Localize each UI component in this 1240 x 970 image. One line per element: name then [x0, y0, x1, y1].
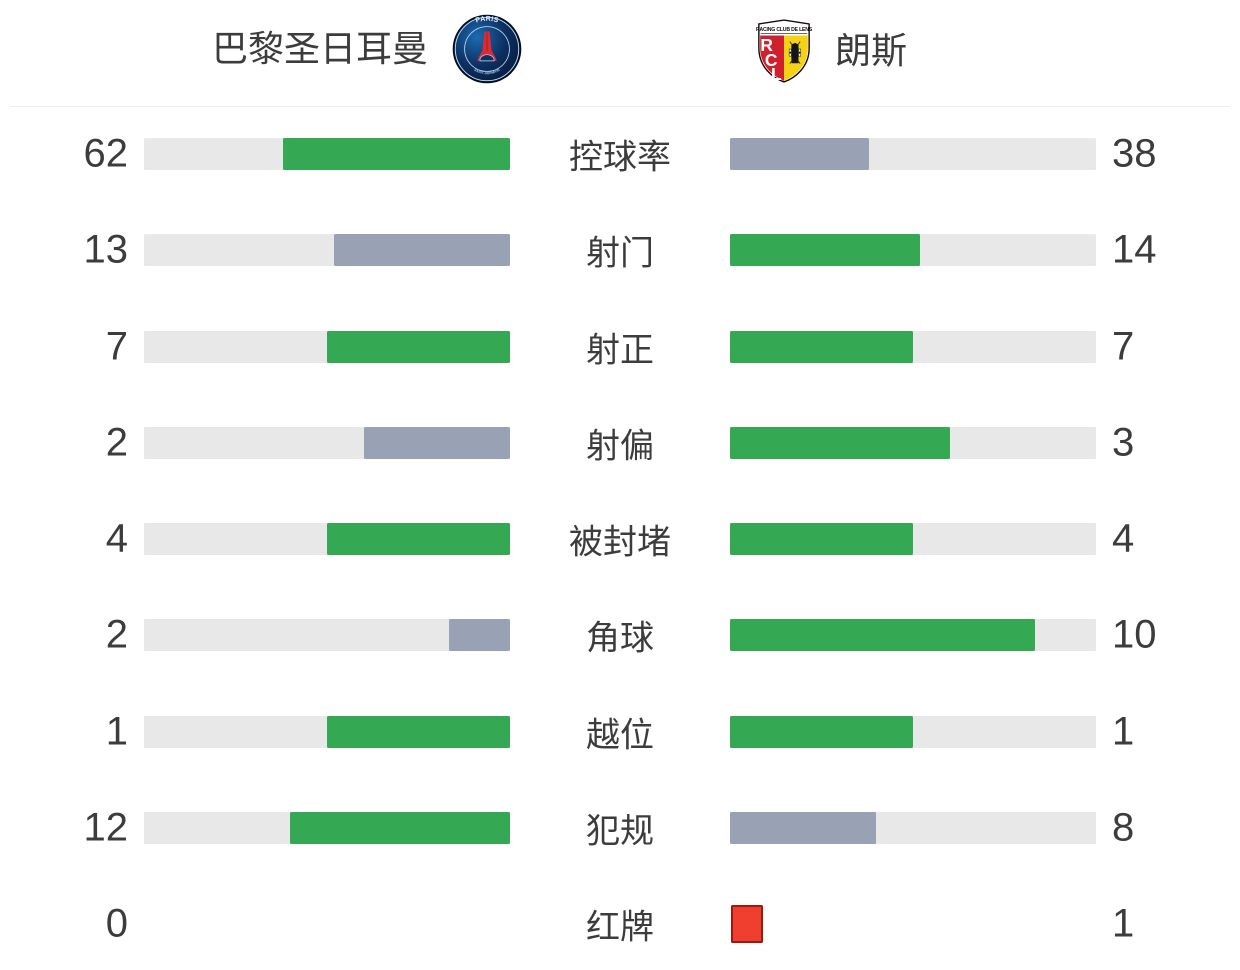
svg-text:L: L	[771, 64, 782, 84]
svg-text:RACING CLUB DE LENS: RACING CLUB DE LENS	[756, 27, 813, 33]
